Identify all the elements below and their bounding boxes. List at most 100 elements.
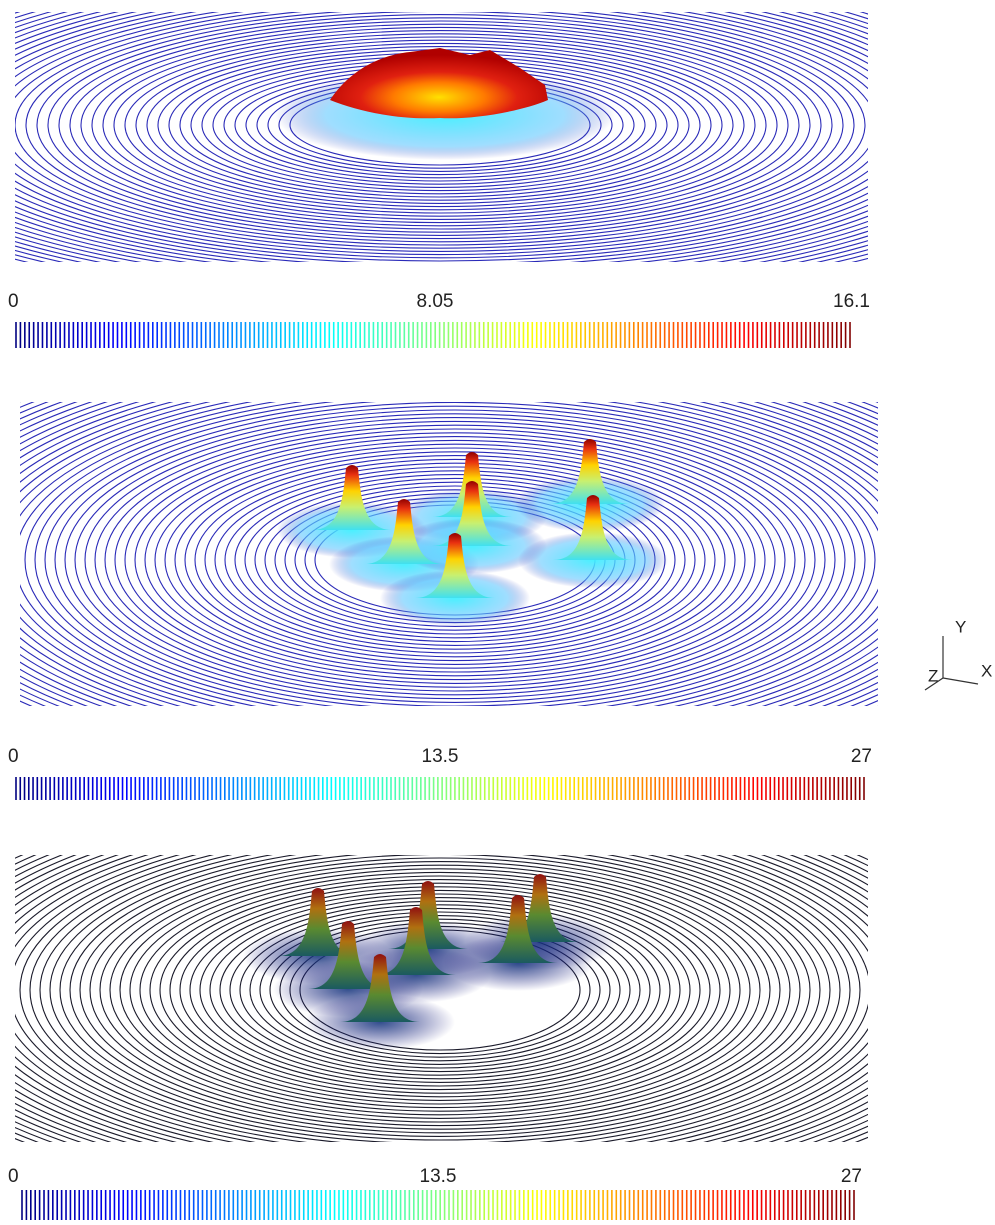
contour-line (15, 855, 868, 1142)
contour-line (157, 46, 723, 204)
contour-line (239, 907, 641, 1073)
axis-triad: Y X Z (924, 617, 992, 691)
contour-line (36, 12, 844, 240)
contour-line (15, 12, 868, 256)
contour-line (146, 42, 734, 208)
surface-peak (364, 499, 444, 564)
contour-line (15, 855, 868, 1142)
colorbar-mid: 8.05 (417, 291, 454, 312)
contour-line (15, 12, 866, 246)
contour-line (269, 918, 611, 1062)
colorbar-min: 0 (8, 746, 19, 767)
surface-peak (312, 465, 392, 530)
contour-line (174, 451, 736, 669)
surface-plot (0, 761, 995, 1219)
contour-line (58, 17, 822, 233)
contour-line (34, 402, 876, 706)
contour-line (184, 455, 726, 665)
contour-line (89, 855, 791, 1127)
surface-peak (376, 907, 456, 975)
contour-line (204, 462, 706, 658)
contour-line (113, 33, 767, 217)
surface-peak (330, 48, 548, 119)
contour-line (64, 409, 846, 706)
surface-peak (415, 533, 495, 598)
surface-peak (432, 481, 512, 546)
surface-peak (500, 874, 580, 942)
contour-line (109, 861, 771, 1119)
contour-line (154, 443, 756, 677)
colorbar (21, 1190, 855, 1220)
contour-line (24, 402, 878, 706)
contour-line (15, 12, 868, 262)
contour-line (44, 402, 866, 706)
contour-line (15, 12, 868, 249)
contour-line (69, 20, 811, 230)
contour-line (194, 458, 716, 662)
contour-line (134, 436, 776, 684)
surface-peak (478, 895, 558, 963)
contour-line (209, 897, 671, 1083)
contour-line (139, 871, 741, 1109)
colorbar (15, 322, 851, 348)
contour-line (164, 447, 746, 673)
contour-line (129, 868, 751, 1112)
axis-line (924, 677, 944, 691)
colorbar-mid: 13.5 (420, 1166, 457, 1187)
axis-label: Z (928, 666, 938, 685)
contour-line (224, 470, 686, 650)
contour-line (199, 893, 681, 1087)
contour-line (54, 405, 856, 706)
contour-line (119, 864, 761, 1116)
colorbar-max: 27 (841, 1166, 862, 1187)
contour-line (94, 420, 816, 700)
contour-line (179, 886, 701, 1094)
contour-line (149, 875, 731, 1105)
contour-line (259, 915, 621, 1065)
contour-line (15, 12, 868, 252)
colorbar-min: 0 (8, 1166, 19, 1187)
contour-line (0, 761, 995, 1219)
contour-line (214, 466, 696, 654)
surface-peak (340, 954, 420, 1022)
surface-peak (308, 921, 388, 989)
contour-line (99, 857, 781, 1123)
contour-line (144, 439, 766, 681)
contour-line (249, 911, 631, 1069)
surface-plot (20, 402, 878, 706)
contour-line (229, 904, 651, 1076)
contour-line (74, 413, 836, 706)
contour-line (15, 855, 868, 1142)
contour-line (91, 26, 789, 224)
contour-line (59, 855, 821, 1137)
contour-line (25, 12, 855, 243)
contour-line (102, 30, 778, 220)
colorbar-min: 0 (8, 291, 19, 312)
contour-line (104, 424, 806, 696)
contour-line (15, 12, 868, 259)
contour-line (0, 764, 995, 1215)
contour-line (0, 768, 995, 1212)
contour-line (234, 474, 676, 646)
contour-line (15, 1131, 868, 1142)
contour-line (219, 900, 661, 1080)
colorbar-max: 27 (851, 746, 872, 767)
contour-line (135, 39, 745, 211)
contour-line (189, 889, 691, 1091)
contour-line (84, 417, 826, 703)
surface-peak (550, 439, 630, 504)
colorbar-mid: 13.5 (422, 746, 459, 767)
contour-line (69, 855, 811, 1134)
contour-line (79, 855, 801, 1130)
surface-peak (278, 888, 358, 956)
contour-line (19, 855, 861, 1142)
surface-peak (553, 495, 633, 560)
contour-line (49, 855, 831, 1141)
axis-line (942, 677, 979, 685)
contour-line (124, 36, 756, 214)
contour-line (159, 879, 721, 1101)
contour-line (29, 855, 851, 1142)
axis-label: Y (955, 617, 966, 636)
